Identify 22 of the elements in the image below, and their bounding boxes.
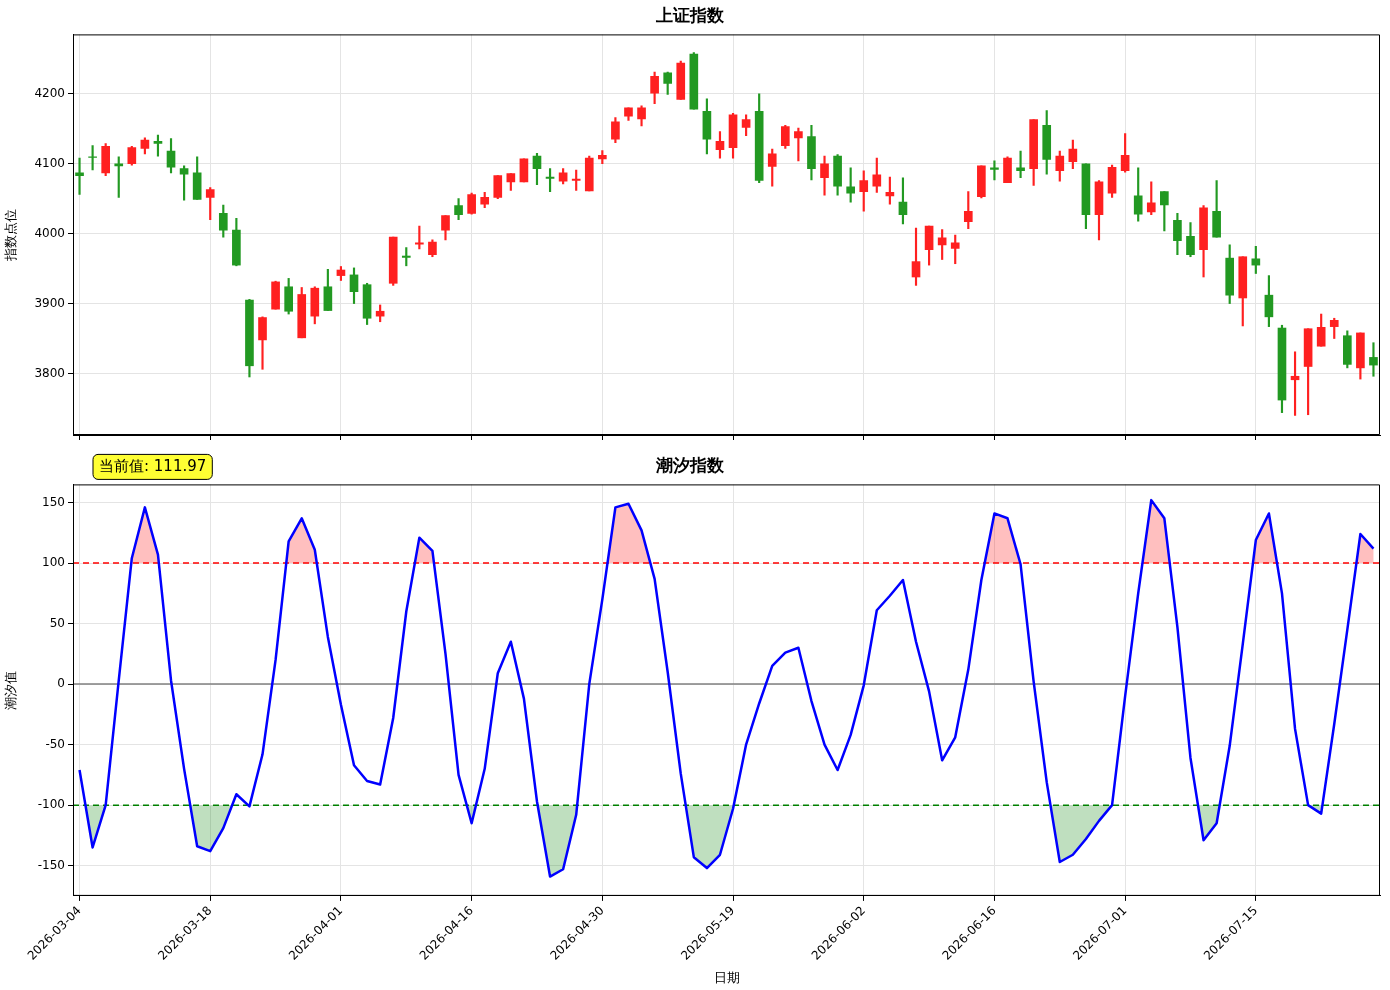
y-tick-label: 100 bbox=[42, 555, 65, 570]
y-tick-label: -100 bbox=[37, 797, 65, 812]
y-tick-label: 3900 bbox=[34, 295, 65, 310]
y-tick-label: 4000 bbox=[34, 225, 65, 240]
y-tick-label: 150 bbox=[42, 494, 65, 509]
y-tick-label: 3800 bbox=[34, 365, 65, 380]
y-axis-title: 潮汐值 bbox=[3, 670, 19, 710]
y-tick-label: 4100 bbox=[34, 155, 65, 170]
y-tick-label: -150 bbox=[37, 857, 65, 872]
candlestick bbox=[990, 160, 999, 181]
chart-title: 潮汐指数 bbox=[655, 454, 725, 475]
candlestick bbox=[75, 157, 84, 195]
chart-title: 上证指数 bbox=[655, 4, 725, 25]
candlestick bbox=[1016, 150, 1025, 179]
y-tick-label: 50 bbox=[49, 615, 65, 630]
x-axis-title: 日期 bbox=[713, 969, 740, 985]
y-tick-label: -50 bbox=[45, 736, 65, 751]
candlestick bbox=[1369, 342, 1378, 377]
text: 当前值: 111.97 bbox=[99, 457, 207, 476]
y-tick-label: 0 bbox=[57, 676, 65, 691]
y-tick-label: 4200 bbox=[34, 85, 65, 100]
y-axis-title: 指数点位 bbox=[3, 208, 19, 262]
